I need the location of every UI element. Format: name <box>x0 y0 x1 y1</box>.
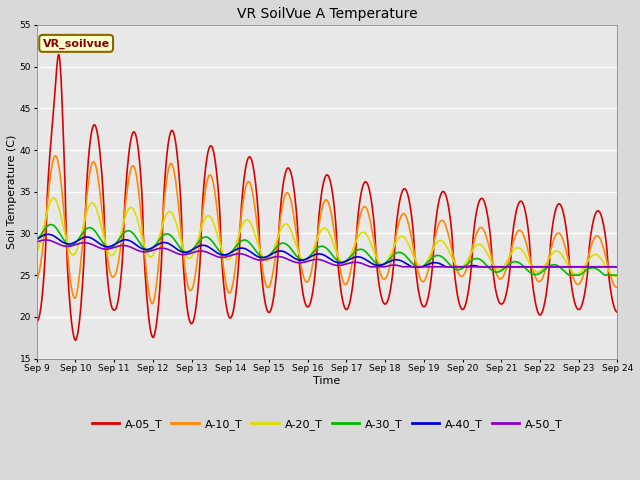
A-05_T <box>195 283 202 288</box>
A-20_T <box>614 273 621 278</box>
A-30_T <box>33 238 40 243</box>
A-20_T <box>416 263 424 269</box>
Legend: A-05_T, A-10_T, A-20_T, A-30_T, A-40_T, A-50_T: A-05_T, A-10_T, A-20_T, A-30_T, A-40_T, … <box>87 414 567 434</box>
A-05_T <box>33 318 40 324</box>
A-50_T <box>42 237 49 243</box>
A-40_T <box>614 264 621 270</box>
A-10_T <box>33 276 40 282</box>
A-30_T <box>44 223 51 229</box>
A-10_T <box>614 284 621 290</box>
A-20_T <box>33 249 40 255</box>
A-10_T <box>51 153 59 159</box>
A-40_T <box>33 236 40 242</box>
A-50_T <box>417 264 424 270</box>
A-50_T <box>614 264 621 270</box>
A-40_T <box>163 240 171 246</box>
A-40_T <box>417 264 424 270</box>
A-40_T <box>104 244 112 250</box>
A-10_T <box>399 211 407 216</box>
A-20_T <box>163 211 171 217</box>
A-05_T <box>44 193 51 199</box>
Line: A-30_T: A-30_T <box>36 225 618 275</box>
A-30_T <box>416 264 424 270</box>
A-10_T <box>44 201 51 207</box>
A-30_T <box>566 272 573 278</box>
A-10_T <box>104 258 112 264</box>
Y-axis label: Soil Temperature (C): Soil Temperature (C) <box>7 134 17 249</box>
Line: A-40_T: A-40_T <box>36 234 618 267</box>
A-10_T <box>148 301 156 307</box>
A-50_T <box>33 239 40 245</box>
X-axis label: Time: Time <box>314 376 340 386</box>
Line: A-10_T: A-10_T <box>36 156 618 304</box>
A-40_T <box>44 231 52 237</box>
A-05_T <box>164 145 172 151</box>
Line: A-50_T: A-50_T <box>36 240 618 267</box>
A-40_T <box>194 244 202 250</box>
A-50_T <box>104 246 112 252</box>
A-30_T <box>47 222 54 228</box>
A-10_T <box>164 171 172 177</box>
Line: A-05_T: A-05_T <box>36 55 618 340</box>
A-20_T <box>399 234 406 240</box>
Title: VR SoilVue A Temperature: VR SoilVue A Temperature <box>237 7 417 21</box>
A-50_T <box>367 264 374 270</box>
A-30_T <box>163 231 171 237</box>
A-20_T <box>50 195 58 201</box>
A-50_T <box>194 248 202 254</box>
A-05_T <box>105 287 113 292</box>
A-40_T <box>399 259 406 264</box>
A-30_T <box>399 251 406 256</box>
Text: VR_soilvue: VR_soilvue <box>43 38 109 48</box>
A-40_T <box>44 231 51 237</box>
A-20_T <box>194 239 202 244</box>
A-05_T <box>417 297 424 303</box>
A-40_T <box>408 264 416 270</box>
A-10_T <box>195 249 202 254</box>
A-05_T <box>614 310 621 315</box>
A-20_T <box>104 248 112 253</box>
A-50_T <box>44 237 52 243</box>
A-05_T <box>72 337 79 343</box>
A-05_T <box>55 52 63 58</box>
A-05_T <box>399 186 407 192</box>
A-10_T <box>417 276 424 282</box>
A-30_T <box>194 240 202 246</box>
A-30_T <box>614 272 621 278</box>
A-20_T <box>44 208 51 214</box>
Line: A-20_T: A-20_T <box>36 198 618 276</box>
A-50_T <box>163 246 171 252</box>
A-50_T <box>399 264 407 270</box>
A-20_T <box>611 274 619 279</box>
A-30_T <box>104 245 112 251</box>
